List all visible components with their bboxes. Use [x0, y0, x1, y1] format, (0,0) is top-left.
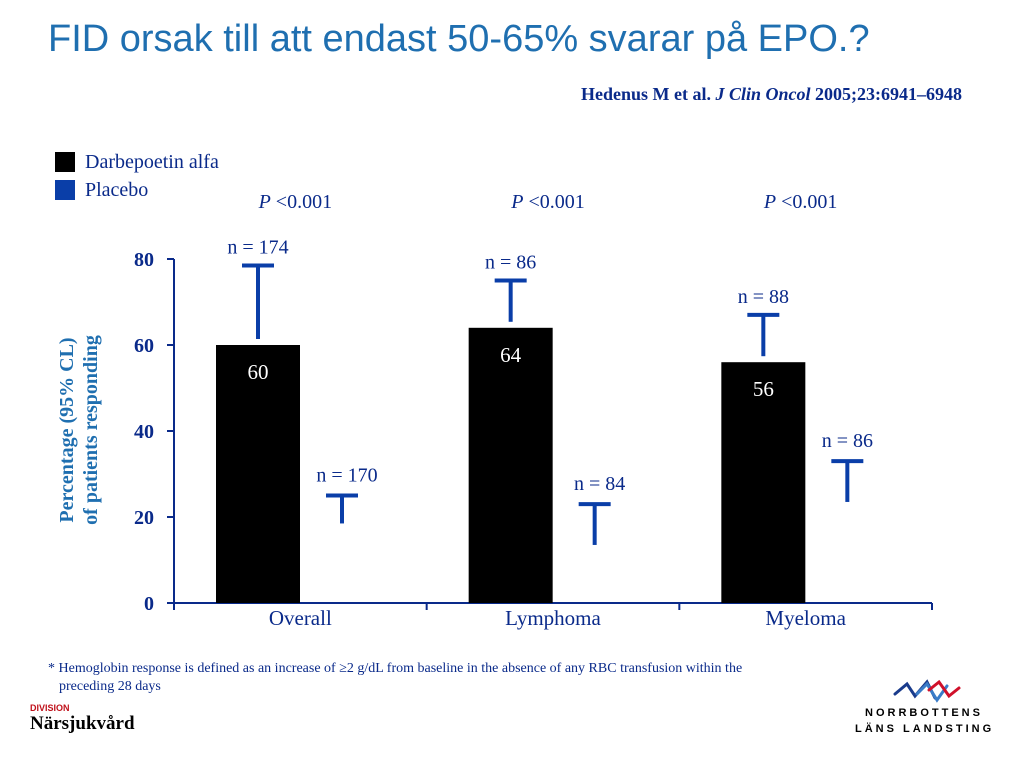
page-title: FID orsak till att endast 50-65% svarar … [48, 18, 870, 60]
n-label-placebo: n = 86 [822, 430, 873, 452]
bar-chart: 0 20 40 60 80 Percentage (95% CL) of patients … [56, 191, 933, 630]
legend-label-darbepoetin: Darbepoetin alfa [85, 150, 219, 173]
citation: Hedenus M et al. J Clin Oncol 2005;23:69… [581, 84, 962, 105]
legend-swatch-placebo [55, 180, 75, 200]
bar-darbepoetin [721, 362, 806, 603]
n-label-darbepoetin: n = 174 [227, 236, 288, 258]
x-category-label: Myeloma [765, 606, 846, 630]
x-category-label: Overall [269, 606, 332, 630]
y-tick-label: 60 [134, 335, 154, 357]
y-tick-label: 20 [134, 507, 154, 529]
y-axis-label-line-2: of patients responding [80, 335, 102, 525]
legend-label-placebo: Placebo [85, 178, 149, 201]
organization-logo: NORRBOTTENS LÄNS LANDSTING [855, 679, 994, 735]
p-value-label: P <0.001 [763, 191, 838, 213]
citation-journal: J Clin Oncol [715, 84, 811, 104]
n-label-darbepoetin: n = 88 [738, 286, 789, 308]
footnote-line-1: * Hemoglobin response is defined as an i… [48, 661, 743, 676]
bar-darbepoetin [468, 327, 553, 603]
footnote: * Hemoglobin response is defined as an i… [48, 660, 908, 696]
y-tick-label: 80 [134, 249, 154, 271]
logo-line-2: LÄNS LANDSTING [855, 722, 994, 735]
division-label: DIVISION [30, 703, 70, 713]
bar-value-label: 64 [500, 343, 522, 367]
y-axis-label-line-1: Percentage (95% CL) [56, 337, 78, 522]
northern-lights-logo-icon [893, 679, 961, 703]
citation-ref: 2005;23:6941–6948 [815, 84, 962, 104]
division-name: Närsjukvård [30, 713, 135, 734]
y-tick-label: 40 [134, 421, 154, 443]
x-category-label: Lymphoma [505, 606, 601, 630]
p-value-label: P <0.001 [510, 191, 585, 213]
bar-darbepoetin [216, 345, 300, 603]
bar-value-label: 56 [753, 377, 774, 401]
n-label-placebo: n = 84 [574, 473, 625, 495]
n-label-placebo: n = 170 [316, 465, 377, 487]
bar-value-label: 60 [248, 360, 269, 384]
legend-swatch-darbepoetin [55, 152, 75, 172]
logo-line-1: NORRBOTTENS [865, 707, 983, 719]
citation-authors: Hedenus M et al. [580, 84, 711, 104]
n-label-darbepoetin: n = 86 [485, 252, 536, 274]
y-tick-label: 0 [144, 593, 154, 615]
footnote-line-2: preceding 28 days [59, 679, 161, 694]
p-value-label: P <0.001 [258, 191, 333, 213]
legend-item-placebo: Placebo [55, 176, 219, 204]
chart-legend: Darbepoetin alfa Placebo [55, 148, 219, 204]
legend-item-darbepoetin: Darbepoetin alfa [55, 148, 219, 176]
